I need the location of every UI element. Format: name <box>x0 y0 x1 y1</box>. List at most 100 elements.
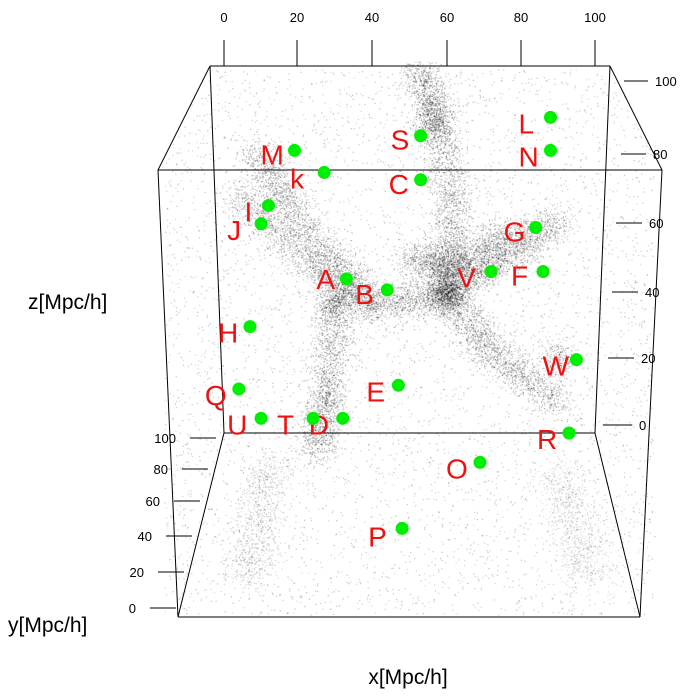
particle <box>417 293 420 296</box>
particle <box>210 212 213 214</box>
particle <box>277 266 280 269</box>
particle <box>197 311 199 313</box>
particle <box>347 479 350 482</box>
particle <box>239 176 241 178</box>
particle <box>568 119 571 121</box>
particle <box>548 284 551 287</box>
particle <box>268 263 270 266</box>
particle <box>595 236 597 238</box>
particle <box>580 158 582 161</box>
particle <box>284 518 286 521</box>
particle <box>248 597 251 600</box>
particle <box>164 377 167 379</box>
particle <box>255 92 258 94</box>
particle <box>519 100 521 102</box>
particle <box>217 70 219 73</box>
particle <box>388 473 390 475</box>
particle <box>313 218 315 221</box>
particle <box>260 259 262 262</box>
particle <box>564 72 566 75</box>
particle <box>401 535 404 537</box>
particle <box>403 426 405 429</box>
particle <box>409 127 411 129</box>
particle <box>244 244 247 246</box>
particle <box>355 365 358 367</box>
particle <box>237 498 239 501</box>
particle <box>206 100 209 102</box>
particle <box>470 488 472 490</box>
particle <box>303 466 305 469</box>
particle <box>187 452 190 454</box>
particle <box>408 366 411 369</box>
particle <box>202 277 204 279</box>
particle <box>565 82 567 84</box>
particle <box>412 439 415 442</box>
particle <box>416 613 419 615</box>
particle <box>484 180 486 182</box>
particle <box>295 515 297 517</box>
particle <box>476 559 479 561</box>
particle <box>348 121 350 124</box>
particle <box>375 505 378 508</box>
particle <box>403 246 405 248</box>
particle <box>653 427 656 429</box>
particle <box>559 600 562 602</box>
particle <box>297 468 299 470</box>
particle <box>322 290 324 292</box>
particle <box>274 438 276 440</box>
particle <box>394 245 396 248</box>
particle <box>405 520 407 523</box>
particle <box>253 471 256 473</box>
particle <box>601 534 604 537</box>
particle <box>170 516 172 519</box>
particle <box>530 567 533 569</box>
particle <box>200 538 202 541</box>
particle <box>313 113 315 116</box>
particle <box>338 605 341 607</box>
particle <box>168 335 170 337</box>
particle <box>326 496 329 499</box>
particle <box>448 96 451 98</box>
particle <box>504 343 507 346</box>
particle <box>384 141 387 144</box>
particle <box>424 579 427 581</box>
particle <box>489 129 492 131</box>
particle <box>289 93 292 96</box>
particle <box>471 499 474 501</box>
particle <box>562 306 564 309</box>
particle <box>185 537 188 539</box>
particle <box>211 367 214 369</box>
particle <box>417 595 420 597</box>
particle <box>371 98 373 100</box>
particle <box>189 538 191 540</box>
particle <box>640 173 643 175</box>
particle <box>608 401 610 403</box>
particle <box>388 352 390 355</box>
particle <box>385 243 388 245</box>
particle <box>356 602 359 604</box>
particle <box>418 443 420 446</box>
particle <box>370 463 373 466</box>
particle <box>371 301 373 304</box>
particle <box>431 514 434 516</box>
particle <box>271 325 273 328</box>
particle <box>223 270 225 273</box>
particle <box>331 511 334 514</box>
particle <box>406 538 409 540</box>
particle <box>325 391 328 394</box>
particle <box>538 100 540 103</box>
particle <box>437 381 439 384</box>
particle <box>197 373 199 375</box>
particle <box>256 120 258 122</box>
particle <box>451 426 453 428</box>
particle <box>477 576 479 578</box>
particle <box>638 338 641 341</box>
particle <box>268 437 271 440</box>
particle <box>497 161 500 164</box>
particle <box>478 180 480 183</box>
particle <box>473 587 476 590</box>
particle <box>251 119 254 122</box>
particle <box>246 543 248 545</box>
particle <box>352 470 355 472</box>
particle <box>450 356 453 359</box>
